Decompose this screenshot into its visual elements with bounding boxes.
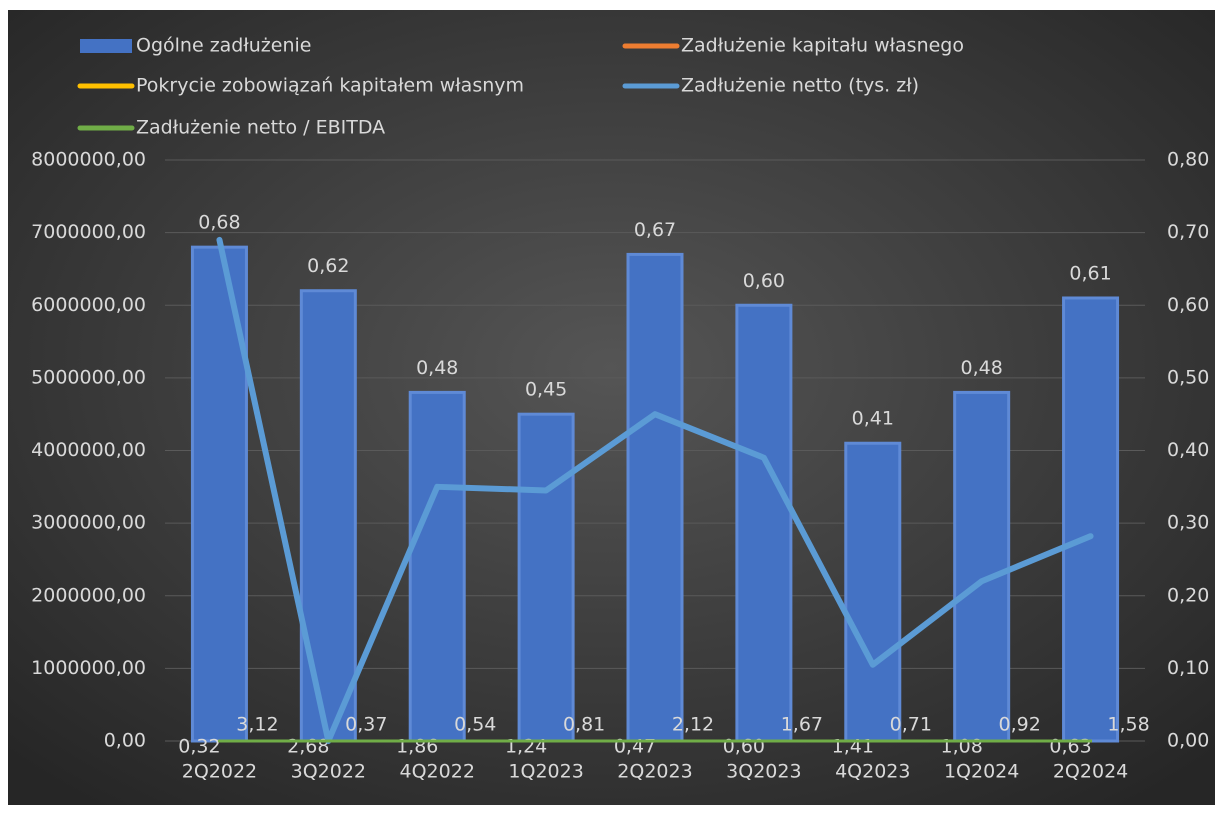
data-label: 1,86 (396, 736, 438, 758)
bar (517, 412, 575, 743)
data-label: 1,08 (941, 736, 983, 758)
data-label: 0,54 (454, 714, 496, 736)
y-tick-label: 4000000,00 (31, 439, 146, 461)
data-label: 0,45 (525, 379, 567, 401)
y-tick-label: 6000000,00 (31, 294, 146, 316)
bar (953, 390, 1011, 743)
x-tick-label: 3Q2022 (291, 761, 366, 783)
data-label: 0,81 (563, 714, 605, 736)
data-label: 2,68 (287, 736, 329, 758)
data-label: 0,67 (634, 219, 676, 241)
data-label: 1,58 (1107, 714, 1149, 736)
bar (626, 252, 684, 743)
data-label: 2,12 (672, 714, 714, 736)
y2-tick-label: 0,30 (1167, 512, 1209, 534)
y-tick-label: 8000000,00 (31, 149, 146, 171)
x-tick-label: 4Q2023 (835, 761, 910, 783)
data-label: 0,62 (307, 255, 349, 277)
x-tick-label: 2Q2024 (1053, 761, 1128, 783)
data-label: 0,71 (890, 714, 932, 736)
x-tick-label: 3Q2023 (726, 761, 801, 783)
y-tick-label: 3000000,00 (31, 512, 146, 534)
data-label: 0,61 (1069, 262, 1111, 284)
y2-tick-label: 0,40 (1167, 439, 1209, 461)
data-label: 0,92 (999, 714, 1041, 736)
data-label: 1,24 (505, 736, 547, 758)
legend-label: Ogólne zadłużenie (136, 35, 311, 57)
data-label: 3,12 (236, 714, 278, 736)
y-tick-label: 5000000,00 (31, 366, 146, 388)
bar (844, 441, 902, 743)
y2-tick-label: 0,00 (1167, 730, 1209, 752)
y-tick-label: 7000000,00 (31, 221, 146, 243)
y2-tick-label: 0,20 (1167, 584, 1209, 606)
data-label: 0,63 (1049, 736, 1091, 758)
data-label: 0,37 (345, 714, 387, 736)
x-tick-label: 2Q2022 (182, 761, 257, 783)
legend-label: Zadłużenie netto / EBITDA (136, 117, 385, 139)
data-label: 0,60 (743, 270, 785, 292)
y2-tick-label: 0,70 (1167, 221, 1209, 243)
data-label: 0,47 (614, 736, 656, 758)
y2-tick-label: 0,80 (1167, 149, 1209, 171)
x-tick-label: 4Q2022 (400, 761, 475, 783)
data-label: 0,32 (178, 736, 220, 758)
bar (408, 390, 466, 743)
data-label: 1,67 (781, 714, 823, 736)
x-tick-label: 2Q2023 (617, 761, 692, 783)
bar (1062, 296, 1120, 743)
y-tick-label: 2000000,00 (31, 584, 146, 606)
legend-label: Pokrycie zobowiązań kapitałem własnym (136, 75, 524, 97)
data-label: 1,41 (832, 736, 874, 758)
y2-tick-label: 0,50 (1167, 366, 1209, 388)
data-label: 0,68 (198, 212, 240, 234)
line-series (216, 236, 1094, 744)
y-tick-label: 1000000,00 (31, 657, 146, 679)
data-label: 0,41 (852, 408, 894, 430)
data-label: 0,48 (961, 357, 1003, 379)
data-label: 0,60 (723, 736, 765, 758)
x-tick-label: 1Q2024 (944, 761, 1019, 783)
x-tick-label: 1Q2023 (508, 761, 583, 783)
data-label: 0,48 (416, 357, 458, 379)
y2-tick-label: 0,60 (1167, 294, 1209, 316)
legend-label: Zadłużenie netto (tys. zł) (681, 75, 919, 97)
legend-swatch (80, 39, 132, 53)
y-tick-label: 0,00 (104, 730, 146, 752)
bar (735, 303, 793, 743)
legend-label: Zadłużenie kapitału własnego (681, 35, 964, 57)
bar (299, 289, 357, 743)
y2-tick-label: 0,10 (1167, 657, 1209, 679)
